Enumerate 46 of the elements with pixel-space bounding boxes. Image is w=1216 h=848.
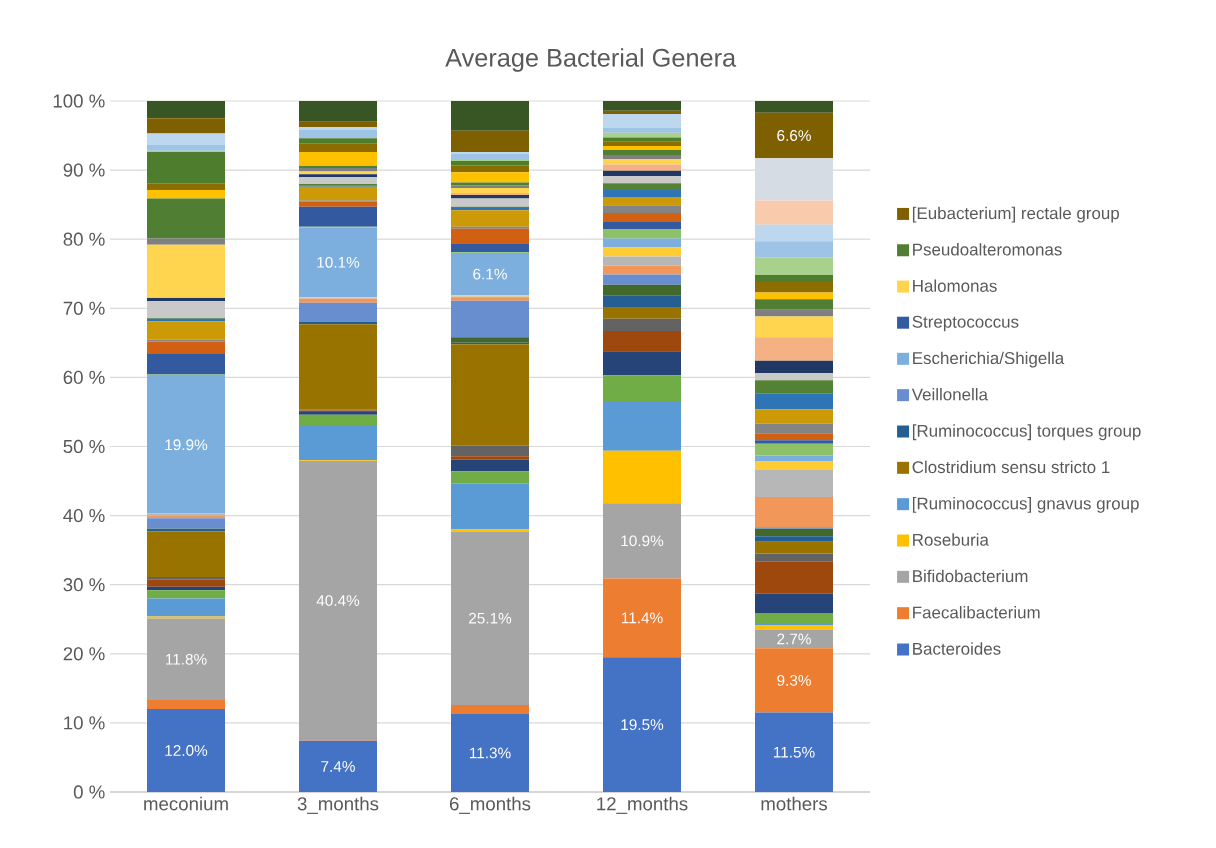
legend-label: Bacteroides xyxy=(913,642,1001,655)
legend-label: Roseburia xyxy=(913,533,989,546)
legend-label: Escherichia/Shigella xyxy=(913,351,1065,368)
legend-label: Streptococcus xyxy=(912,315,1019,332)
data-label: 10.9% xyxy=(621,535,664,547)
data-label: 6.1% xyxy=(473,268,507,280)
legend-label: Veillonella xyxy=(911,388,988,401)
data-label: 19.5% xyxy=(621,719,664,731)
legend-label: Halomonas xyxy=(913,279,997,292)
y-tick-label: 70 % xyxy=(63,301,105,315)
data-label: 25.1% xyxy=(469,612,512,624)
data-label: 40.4% xyxy=(316,595,360,606)
y-tick-label: 40 % xyxy=(63,508,105,523)
data-label: 6.6% xyxy=(777,130,811,141)
y-tick-label: 90 % xyxy=(63,163,105,177)
legend-label: Bifidobacterium xyxy=(913,569,1028,583)
y-tick-label: 20 % xyxy=(63,647,105,661)
data-label: 11.5% xyxy=(774,746,815,758)
data-label: 11.4% xyxy=(622,612,663,624)
y-tick-label: 80 % xyxy=(63,232,105,246)
data-label: 11.3% xyxy=(470,747,511,759)
chart-title: Average Bacterial Genera xyxy=(445,48,737,72)
x-tick-label: meconium xyxy=(144,796,228,811)
y-tick-label: 50 % xyxy=(63,439,105,454)
x-tick-label: 6_months xyxy=(449,796,531,814)
data-label: 11.8% xyxy=(166,653,207,665)
x-tick-label: mothers xyxy=(761,796,828,811)
data-label: 10.1% xyxy=(317,256,360,268)
y-tick-label: 60 % xyxy=(63,370,105,384)
legend-label: [Eubacterium] rectale group xyxy=(912,206,1119,223)
legend-label: Clostridium sensu stricto 1 xyxy=(912,460,1110,474)
y-tick-label: 30 % xyxy=(63,578,105,592)
legend-label: [Ruminococcus] torques group xyxy=(912,424,1141,441)
data-label: 19.9% xyxy=(165,439,208,451)
data-label: 9.3% xyxy=(777,674,811,686)
legend-label: Pseudoalteromonas xyxy=(913,243,1062,256)
y-tick-label: 10 % xyxy=(64,716,105,730)
data-label: 12.0% xyxy=(165,745,208,756)
y-tick-label: 100 % xyxy=(53,94,105,108)
legend-label: Faecalibacterium xyxy=(913,606,1040,619)
x-tick-label: 12_months xyxy=(597,796,688,814)
legend-label: [Ruminococcus] gnavus group xyxy=(912,497,1139,513)
data-label: 7.4% xyxy=(321,761,355,772)
data-label: 2.7% xyxy=(777,633,811,645)
x-tick-label: 3_months xyxy=(297,796,379,814)
y-tick-label: 0 % xyxy=(73,785,105,799)
